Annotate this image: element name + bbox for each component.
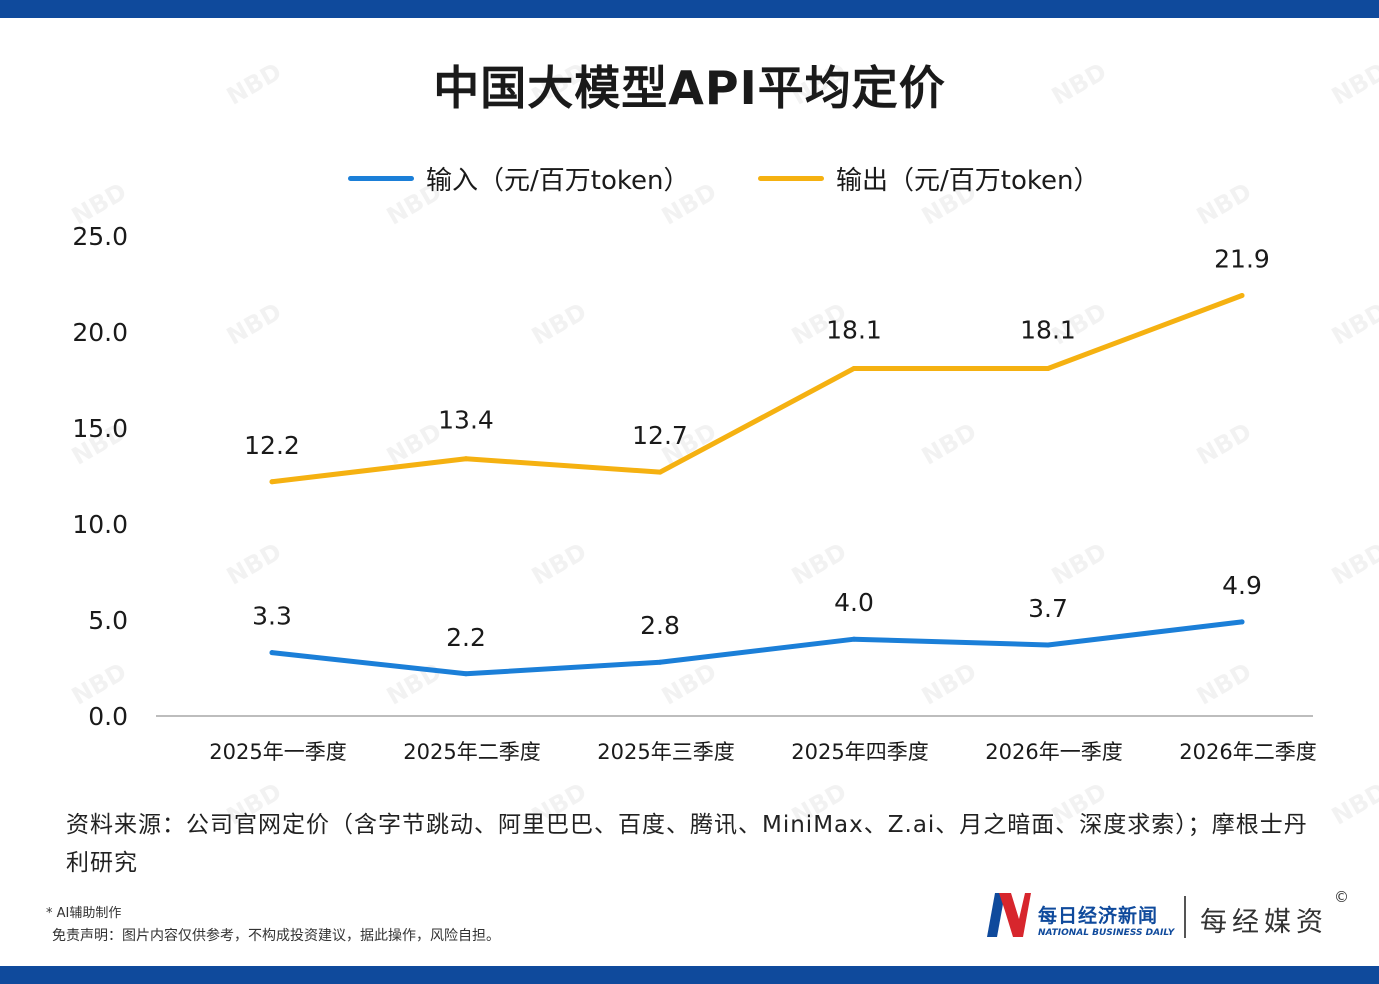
output-data-label: 13.4 [438, 406, 494, 435]
y-tick-label: 25.0 [72, 222, 128, 251]
output-data-point [463, 456, 469, 462]
input-data-point [269, 650, 275, 656]
ai-note: * AI辅助制作 [46, 906, 122, 921]
input-data-label: 3.7 [1028, 594, 1068, 623]
y-tick-label: 0.0 [88, 702, 128, 731]
logo-brand-text: 每经媒资 [1200, 907, 1328, 938]
output-data-label: 12.7 [632, 421, 688, 450]
y-tick-label: 20.0 [72, 318, 128, 347]
legend-input-label: 输入（元/百万token） [426, 165, 690, 196]
input-data-point [851, 636, 857, 642]
input-data-point [657, 659, 663, 665]
output-data-label: 18.1 [826, 315, 882, 344]
input-data-label: 2.2 [446, 623, 486, 652]
input-data-label: 4.9 [1222, 571, 1262, 600]
copyright-icon: © [1334, 888, 1349, 906]
legend-output-label: 输出（元/百万token） [836, 165, 1100, 196]
legend-output-swatch [758, 175, 824, 181]
y-tick-label: 5.0 [88, 606, 128, 635]
x-tick-label: 2025年二季度 [403, 740, 540, 764]
input-data-point [1239, 619, 1245, 625]
x-tick-label: 2025年三季度 [597, 740, 734, 764]
logo-en-text: NATIONAL BUSINESS DAILY [1038, 928, 1175, 938]
x-tick-label: 2026年一季度 [985, 740, 1122, 764]
x-tick-label: 2025年四季度 [791, 740, 928, 764]
output-data-point [851, 365, 857, 371]
disclaimer: 免责声明：图片内容仅供参考，不构成投资建议，据此操作，风险自担。 [52, 928, 500, 944]
source-note: 资料来源：公司官网定价（含字节跳动、阿里巴巴、百度、腾讯、MiniMax、Z.a… [66, 812, 1308, 876]
input-data-point [1045, 642, 1051, 648]
legend-output: 输出（元/百万token） [758, 160, 1099, 196]
output-data-point [1045, 365, 1051, 371]
logo-cn-text: 每日经济新闻 [1038, 905, 1159, 927]
legend-input-swatch [348, 175, 414, 181]
output-data-label: 18.1 [1020, 315, 1076, 344]
output-data-point [269, 479, 275, 485]
input-series-line [269, 619, 1245, 677]
output-data-label: 12.2 [244, 431, 300, 460]
input-data-label: 2.8 [640, 611, 680, 640]
top-border-bar [0, 0, 1379, 18]
y-tick-label: 15.0 [72, 414, 128, 443]
x-tick-label: 2025年一季度 [209, 740, 346, 764]
output-data-label: 21.9 [1214, 245, 1270, 274]
legend-input: 输入（元/百万token） [348, 160, 689, 196]
y-tick-label: 10.0 [72, 510, 128, 539]
input-data-label: 4.0 [834, 588, 874, 617]
logo-divider [1184, 896, 1186, 938]
output-data-point [657, 469, 663, 475]
nbd-logo-icon [987, 893, 1031, 937]
x-tick-label: 2026年二季度 [1179, 740, 1316, 764]
bottom-border-bar [0, 966, 1379, 984]
output-series-line [269, 293, 1245, 485]
output-data-point [1239, 293, 1245, 299]
input-data-point [463, 671, 469, 677]
chart-title: 中国大模型API平均定价 [433, 61, 946, 115]
input-data-label: 3.3 [252, 602, 292, 631]
